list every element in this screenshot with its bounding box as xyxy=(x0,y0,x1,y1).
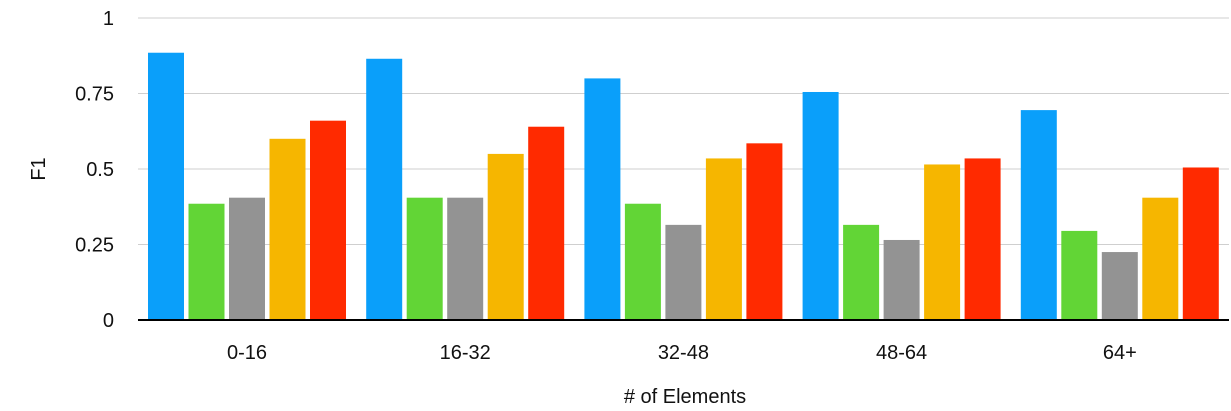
y-tick-label: 0 xyxy=(103,310,114,332)
bar xyxy=(843,224,880,320)
bar xyxy=(269,138,306,320)
bar xyxy=(406,197,443,320)
bar xyxy=(924,164,961,320)
y-tick-label: 1 xyxy=(103,8,114,30)
bar xyxy=(1142,197,1179,320)
bar xyxy=(665,224,702,320)
bar xyxy=(964,158,1001,320)
bar xyxy=(624,203,661,320)
x-tick-label: 16-32 xyxy=(440,342,491,364)
bar xyxy=(366,58,403,321)
bar xyxy=(229,197,265,320)
y-tick-label: 0.5 xyxy=(86,159,114,181)
x-tick-label: 64+ xyxy=(1103,342,1137,364)
bar xyxy=(487,153,524,320)
x-tick-label: 48-64 xyxy=(876,342,927,364)
y-axis-title: F1 xyxy=(28,157,50,180)
y-axis-ticks: 0 0.25 0.5 0.75 1 xyxy=(75,8,114,332)
x-axis-title: # of Elements xyxy=(624,386,746,408)
bar xyxy=(310,120,346,321)
bar xyxy=(1020,110,1057,320)
bar xyxy=(705,158,742,320)
x-axis-categories: 0-16 16-32 32-48 48-64 64+ xyxy=(227,342,1137,364)
bar xyxy=(188,203,225,320)
bar xyxy=(1182,167,1219,320)
bar xyxy=(802,91,839,321)
bar xyxy=(528,126,565,320)
bar xyxy=(1061,230,1098,320)
bar xyxy=(148,52,184,320)
y-tick-label: 0.25 xyxy=(75,235,114,257)
bar xyxy=(1101,252,1138,320)
y-tick-label: 0.75 xyxy=(75,84,114,106)
bar xyxy=(584,78,621,321)
x-tick-label: 0-16 xyxy=(227,342,267,364)
bar xyxy=(883,239,920,320)
bar xyxy=(447,197,484,320)
x-tick-label: 32-48 xyxy=(658,342,709,364)
bars xyxy=(148,52,1219,321)
bar xyxy=(746,143,783,320)
